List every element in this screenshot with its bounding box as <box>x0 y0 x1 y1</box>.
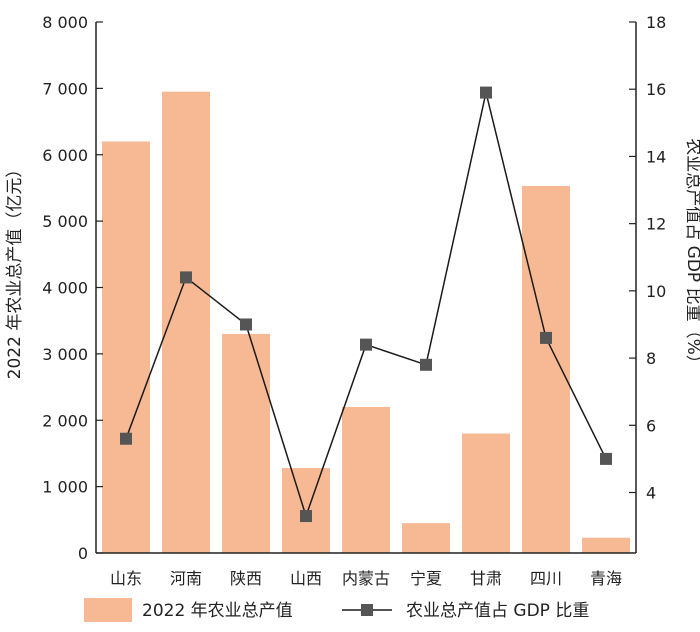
y2-tick-label: 16 <box>646 80 666 99</box>
y2-axis-title: 农业总产值占 GDP 比重（%） <box>683 138 700 371</box>
line-point-8 <box>600 452 612 465</box>
y2-tick-label: 10 <box>646 282 666 301</box>
bar-8 <box>582 537 630 553</box>
legend-bar-label: 2022 年农业总产值 <box>142 601 293 621</box>
y2-tick-label: 6 <box>646 416 656 435</box>
y-tick-label: 5 000 <box>42 212 88 231</box>
legend-line-marker <box>361 604 373 616</box>
y2-tick-label: 4 <box>646 484 656 503</box>
y2-tick-label: 8 <box>646 349 656 368</box>
x-tick-label: 河南 <box>170 569 202 588</box>
y2-tick-label: 18 <box>646 13 666 32</box>
x-tick-label: 甘肃 <box>470 569 502 588</box>
bars-layer <box>102 91 630 554</box>
legend-bar-swatch <box>84 598 132 622</box>
y-tick-label: 3 000 <box>42 345 88 364</box>
bar-0 <box>102 141 150 553</box>
bar-7 <box>522 185 570 554</box>
x-tick-label: 陕西 <box>230 569 262 588</box>
y-tick-label: 0 <box>78 544 88 563</box>
legend-line-label: 农业总产值占 GDP 比重 <box>406 601 589 621</box>
line-point-3 <box>300 510 312 523</box>
line-point-2 <box>240 318 252 331</box>
legend: 2022 年农业总产值 农业总产值占 GDP 比重 <box>84 598 589 622</box>
x-tick-label: 青海 <box>590 569 622 588</box>
x-tick-label: 山西 <box>290 569 322 588</box>
x-tick-label: 山东 <box>110 569 142 588</box>
line-point-6 <box>480 86 492 99</box>
bar-2 <box>222 333 270 553</box>
x-tick-label: 宁夏 <box>410 569 442 588</box>
y-tick-label: 4 000 <box>42 279 88 298</box>
y-tick-label: 6 000 <box>42 146 88 165</box>
line-point-4 <box>360 338 372 351</box>
line-layer <box>120 86 612 523</box>
x-tick-label: 内蒙古 <box>342 569 390 588</box>
bar-5 <box>402 523 450 553</box>
axes-layer: 0 1 000 2 000 3 000 4 000 5 000 6 000 7 000 8 00… <box>42 13 666 588</box>
y-tick-label: 1 000 <box>42 478 88 497</box>
line-point-1 <box>180 271 192 284</box>
y-tick-label: 7 000 <box>42 79 88 98</box>
y2-tick-label: 12 <box>646 215 666 234</box>
y-axis-title: 2022 年农业总产值（亿元） <box>5 161 25 380</box>
x-tick-label: 四川 <box>530 569 562 588</box>
line-point-7 <box>540 331 552 344</box>
line-point-0 <box>120 432 132 445</box>
y-tick-label: 8 000 <box>42 13 88 32</box>
y-tick-label: 2 000 <box>42 411 88 430</box>
bar-4 <box>342 406 390 553</box>
bar-6 <box>462 433 510 553</box>
line-point-5 <box>420 358 432 371</box>
y2-tick-label: 14 <box>646 147 666 166</box>
